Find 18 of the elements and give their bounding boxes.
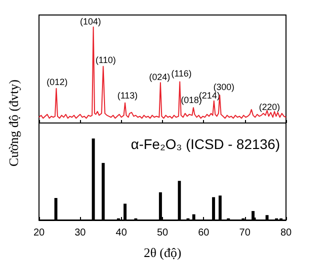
x-tick-label: 50 <box>156 228 168 238</box>
annotation: (110) <box>96 54 116 65</box>
annotation: (012) <box>46 76 68 87</box>
annotation: (113) <box>117 90 138 100</box>
x-tick-label: 80 <box>280 228 292 238</box>
x-tick-label: 70 <box>239 228 251 238</box>
x-tick-label: 60 <box>198 228 210 238</box>
annotation: (220) <box>259 102 280 112</box>
annotation: α-Fe₂O₃ (ICSD - 82136) <box>130 136 280 152</box>
annotation: (024) <box>149 72 170 82</box>
annotation: (116) <box>171 68 192 78</box>
x-tick-label: 30 <box>74 228 86 238</box>
x-axis-title: 2θ (độ) <box>144 245 182 260</box>
y-axis-title: Cường độ (đvty) <box>6 80 22 166</box>
x-tick-label: 20 <box>33 228 45 238</box>
annotation: (104) <box>80 16 101 26</box>
annotation: (300) <box>213 82 234 92</box>
x-tick-label: 40 <box>116 228 128 238</box>
